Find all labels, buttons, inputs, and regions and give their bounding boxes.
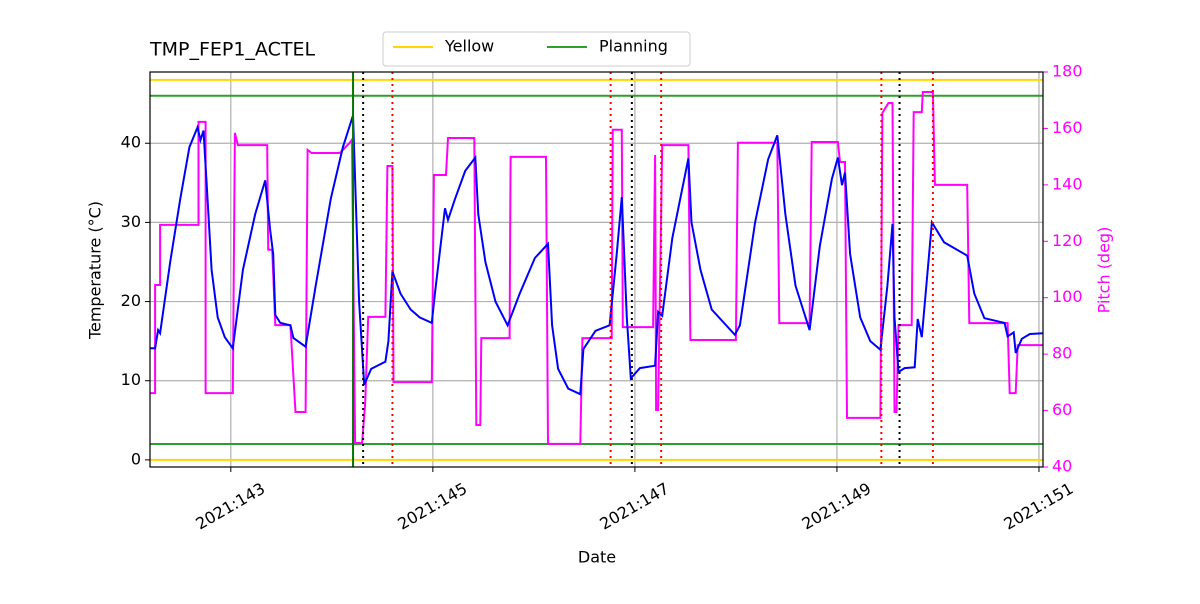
y-tick-label: 10 <box>121 370 141 389</box>
y-tick-label: 40 <box>121 133 141 152</box>
x-tick-label: 2021:143 <box>192 479 268 534</box>
x-tick-label: 2021:145 <box>394 479 470 534</box>
y-tick-label: 0 <box>131 449 141 468</box>
data-line <box>150 115 1044 396</box>
y-tick-label: 20 <box>121 291 141 310</box>
x-tick-label: 2021:149 <box>798 479 874 534</box>
legend-label: Yellow <box>444 37 494 56</box>
y-axis-label: Temperature (°C) <box>86 201 105 340</box>
y2-axis-label: Pitch (deg) <box>1095 227 1114 314</box>
y2-tick-label: 40 <box>1052 457 1072 476</box>
y-tick-label: 30 <box>121 212 141 231</box>
plot-frame <box>149 71 1044 468</box>
x-tick-label: 2021:147 <box>596 479 672 534</box>
y2-tick-label: 80 <box>1052 344 1072 363</box>
y2-tick-label: 120 <box>1052 231 1083 250</box>
y2-tick-label: 180 <box>1052 62 1083 81</box>
y2-tick-label: 140 <box>1052 174 1083 193</box>
y2-tick-label: 100 <box>1052 287 1083 306</box>
y2-tick-label: 60 <box>1052 400 1072 419</box>
x-axis-label: Date <box>578 548 616 567</box>
data-line <box>150 91 1043 445</box>
legend-box <box>382 31 691 67</box>
legend-label: Planning <box>599 37 668 56</box>
y2-tick-label: 160 <box>1052 118 1083 137</box>
x-tick-label: 2021:151 <box>1001 479 1077 534</box>
chart-title: TMP_FEP1_ACTEL <box>149 39 315 61</box>
